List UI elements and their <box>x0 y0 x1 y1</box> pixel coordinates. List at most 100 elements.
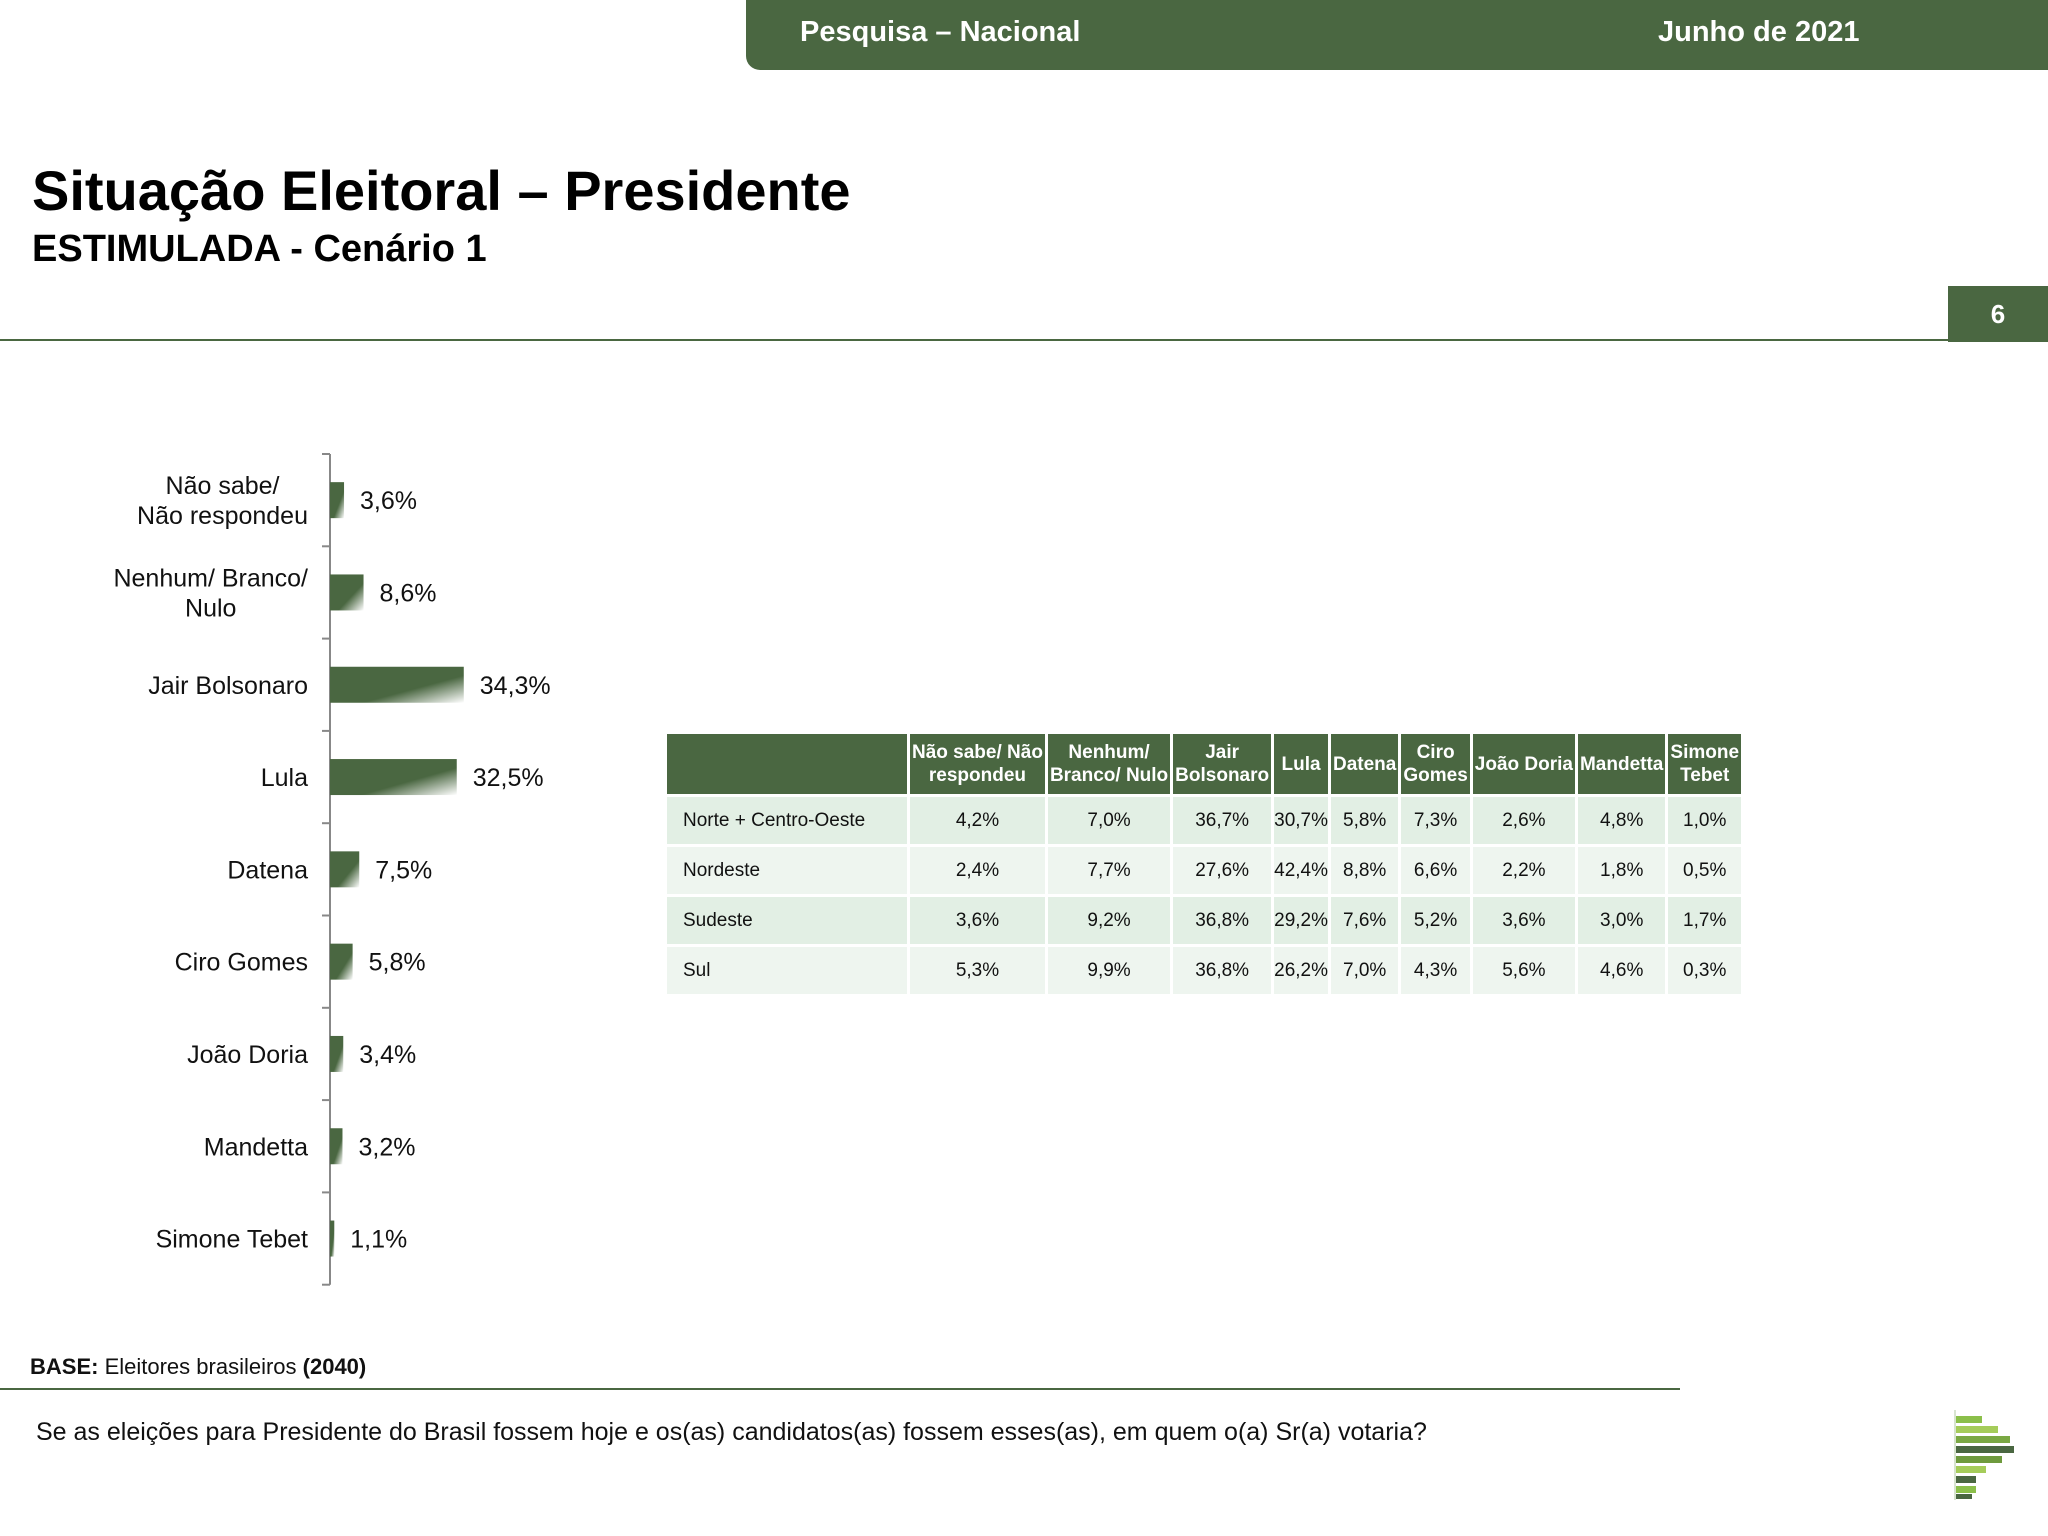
table-row: Norte + Centro-Oeste 4,2% 7,0% 36,7% 30,7% 5,… <box>667 797 1742 844</box>
base-label: BASE: <box>30 1354 99 1379</box>
table-cell: 5,3% <box>910 947 1045 994</box>
table-header-row: Não sabe/ Não respondeu Nenhum/Branco/ Nul… <box>667 734 1742 794</box>
table-cell: 3,6% <box>1472 897 1575 944</box>
table-header-corner <box>667 734 907 794</box>
table-cell: 5,8% <box>1331 797 1399 844</box>
survey-label: Pesquisa – Nacional <box>800 16 1081 48</box>
table-header-cell: Não sabe/ Não respondeu <box>910 734 1045 794</box>
table-cell: 2,4% <box>910 847 1045 894</box>
category-label: João Doria <box>187 1041 308 1069</box>
table-cell: 1,7% <box>1668 897 1742 944</box>
table-header-cell: João Doria <box>1472 734 1575 794</box>
table-header-cell: Mandetta <box>1577 734 1666 794</box>
table-cell: 36,8% <box>1173 897 1272 944</box>
table-row: Nordeste 2,4% 7,7% 27,6% 42,4% 8,8% 6,6% 2,2% 1,… <box>667 847 1742 894</box>
category-label: Não sabe/ <box>166 472 280 500</box>
table-header-cell: Simone Tebet <box>1668 734 1742 794</box>
table-row-label: Norte + Centro-Oeste <box>667 797 907 844</box>
table-cell: 4,6% <box>1577 947 1666 994</box>
bar-2 <box>330 574 364 611</box>
table-cell: 1,8% <box>1577 847 1666 894</box>
table-cell: 30,7% <box>1274 797 1328 844</box>
base-note: BASE: Eleitores brasileiros (2040) <box>30 1354 366 1380</box>
category-label: Mandetta <box>204 1133 308 1161</box>
table-row-label: Sudeste <box>667 897 907 944</box>
bar-9 <box>330 1220 335 1257</box>
table-cell: 7,6% <box>1331 897 1399 944</box>
bar-1 <box>330 482 345 519</box>
bar-value-label: 3,2% <box>358 1133 415 1161</box>
table-cell: 7,0% <box>1047 797 1171 844</box>
bar-value-label: 3,6% <box>360 487 417 515</box>
category-label: Nulo <box>185 594 236 622</box>
table-cell: 7,7% <box>1047 847 1171 894</box>
table-header-cell: Ciro Gomes <box>1401 734 1470 794</box>
category-label: Lula <box>261 764 308 792</box>
table-row: Sul 5,3% 9,9% 36,8% 26,2% 7,0% 4,3% 5,6% 4,6% 0,3… <box>667 947 1742 994</box>
table-cell: 1,0% <box>1668 797 1742 844</box>
bar-value-label: 8,6% <box>380 579 437 607</box>
header-band: Pesquisa – Nacional Junho de 2021 <box>746 0 2048 70</box>
table-cell: 9,9% <box>1047 947 1171 994</box>
category-label: Jair Bolsonaro <box>148 672 308 700</box>
category-label: Datena <box>227 856 308 884</box>
category-label: Simone Tebet <box>156 1226 308 1254</box>
vote-intention-bar-chart: 3,6% Não sabe/Não respondeu 8,6% Nenhum/ Br… <box>113 453 551 1286</box>
table-cell: 3,0% <box>1577 897 1666 944</box>
table-cell: 0,5% <box>1668 847 1742 894</box>
page-subtitle: ESTIMULADA - Cenário 1 <box>32 228 487 270</box>
table-cell: 4,3% <box>1401 947 1470 994</box>
table-header-cell: Jair Bolsonaro <box>1173 734 1272 794</box>
category-label: Não respondeu <box>137 502 308 530</box>
table-row-label: Sul <box>667 947 907 994</box>
regional-breakdown-table: Não sabe/ Não respondeu Nenhum/Branco/ Nul… <box>664 731 1744 997</box>
table-header-cell: Lula <box>1274 734 1328 794</box>
footer-divider <box>0 1388 1680 1390</box>
table-cell: 2,6% <box>1472 797 1575 844</box>
table-cell: 27,6% <box>1173 847 1272 894</box>
bar-value-label: 5,8% <box>369 949 426 977</box>
table-cell: 6,6% <box>1401 847 1470 894</box>
bar-4 <box>330 759 457 796</box>
table-cell: 42,4% <box>1274 847 1328 894</box>
title-divider <box>0 339 1948 341</box>
page-number: 6 <box>1948 286 2048 342</box>
table-cell: 5,6% <box>1472 947 1575 994</box>
base-sample-size: (2040) <box>302 1354 367 1379</box>
bar-7 <box>330 1035 344 1072</box>
table-row: Sudeste 3,6% 9,2% 36,8% 29,2% 7,6% 5,2% 3,6% 3,0… <box>667 897 1742 944</box>
bar-3 <box>330 666 464 703</box>
bar-value-label: 32,5% <box>473 764 544 792</box>
bar-value-label: 34,3% <box>480 672 551 700</box>
bar-8 <box>330 1128 343 1165</box>
institute-logo-icon <box>1954 1410 2014 1500</box>
category-label: Ciro Gomes <box>175 949 308 977</box>
bar-value-label: 7,5% <box>375 856 432 884</box>
table-row-label: Nordeste <box>667 847 907 894</box>
table-cell: 26,2% <box>1274 947 1328 994</box>
table-cell: 3,6% <box>910 897 1045 944</box>
table-cell: 29,2% <box>1274 897 1328 944</box>
table-cell: 8,8% <box>1331 847 1399 894</box>
survey-question: Se as eleições para Presidente do Brasil… <box>36 1418 1427 1446</box>
table-cell: 4,2% <box>910 797 1045 844</box>
category-label: Nenhum/ Branco/ <box>113 564 308 592</box>
table-cell: 36,7% <box>1173 797 1272 844</box>
bar-6 <box>330 943 353 980</box>
table-cell: 0,3% <box>1668 947 1742 994</box>
base-text: Eleitores brasileiros <box>98 1354 303 1379</box>
table-cell: 9,2% <box>1047 897 1171 944</box>
bar-value-label: 1,1% <box>350 1226 407 1254</box>
table-header-cell: Datena <box>1331 734 1399 794</box>
table-cell: 7,3% <box>1401 797 1470 844</box>
table-cell: 7,0% <box>1331 947 1399 994</box>
table-cell: 4,8% <box>1577 797 1666 844</box>
bar-5 <box>330 851 360 888</box>
survey-date: Junho de 2021 <box>1658 16 1860 48</box>
bar-value-label: 3,4% <box>359 1041 416 1069</box>
table-cell: 2,2% <box>1472 847 1575 894</box>
table-cell: 5,2% <box>1401 897 1470 944</box>
table-header-cell: Nenhum/Branco/ Nulo <box>1047 734 1171 794</box>
table-cell: 36,8% <box>1173 947 1272 994</box>
page-title: Situação Eleitoral – Presidente <box>32 159 851 222</box>
